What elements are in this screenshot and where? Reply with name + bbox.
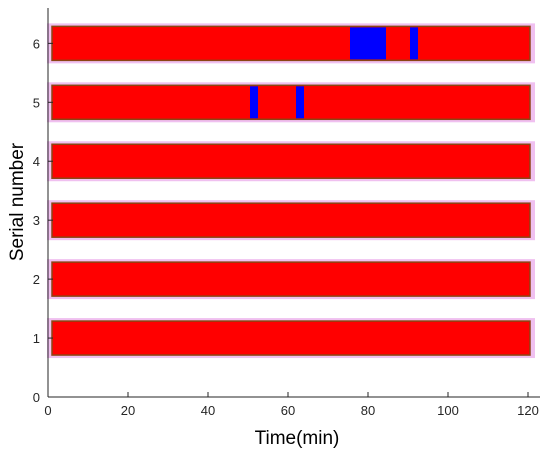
x-tick-label-100: 100 [437, 403, 459, 418]
y-tick-label-0: 0 [33, 390, 40, 405]
x-tick-label-120: 120 [517, 403, 539, 418]
x-axis-title: Time(min) [255, 428, 340, 449]
y-tick-label-2: 2 [33, 272, 40, 287]
segment-serial-5-1 [250, 86, 258, 119]
x-tick-label-20: 20 [121, 403, 135, 418]
y-tick-label-4: 4 [33, 154, 40, 169]
bar-serial-3 [51, 202, 531, 238]
ticks-layer: 0 20 40 60 80 100 120 0 1 2 3 4 5 6 [33, 36, 539, 418]
bar-serial-5 [51, 84, 531, 121]
y-axis-title: Serial number [7, 142, 28, 261]
x-tick-label-40: 40 [201, 403, 215, 418]
segment-serial-5-2 [296, 86, 304, 119]
bar-serial-1 [51, 320, 531, 356]
y-tick-label-6: 6 [33, 36, 40, 51]
y-tick-label-1: 1 [33, 331, 40, 346]
segment-serial-6-2 [410, 27, 418, 60]
x-tick-label-60: 60 [281, 403, 295, 418]
x-tick-label-80: 80 [361, 403, 375, 418]
x-tick-label-0: 0 [44, 403, 51, 418]
y-tick-label-5: 5 [33, 95, 40, 110]
segment-serial-6-1 [350, 27, 386, 60]
y-tick-label-3: 3 [33, 213, 40, 228]
bar-serial-4 [51, 143, 531, 179]
bars-layer [47, 23, 535, 359]
axes-layer [47, 8, 540, 398]
bar-serial-6 [51, 25, 531, 62]
bar-serial-2 [51, 261, 531, 297]
